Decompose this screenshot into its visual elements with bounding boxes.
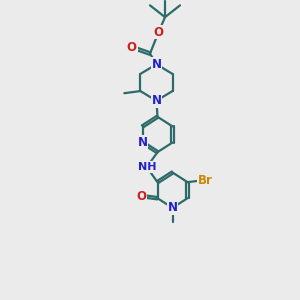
Text: O: O — [154, 26, 164, 39]
Text: N: N — [152, 58, 161, 71]
Text: O: O — [136, 190, 146, 202]
Text: O: O — [127, 40, 137, 54]
Text: N: N — [152, 94, 161, 107]
Text: Br: Br — [198, 173, 213, 187]
Text: N: N — [167, 201, 178, 214]
Text: NH: NH — [137, 162, 156, 172]
Text: N: N — [137, 136, 148, 149]
